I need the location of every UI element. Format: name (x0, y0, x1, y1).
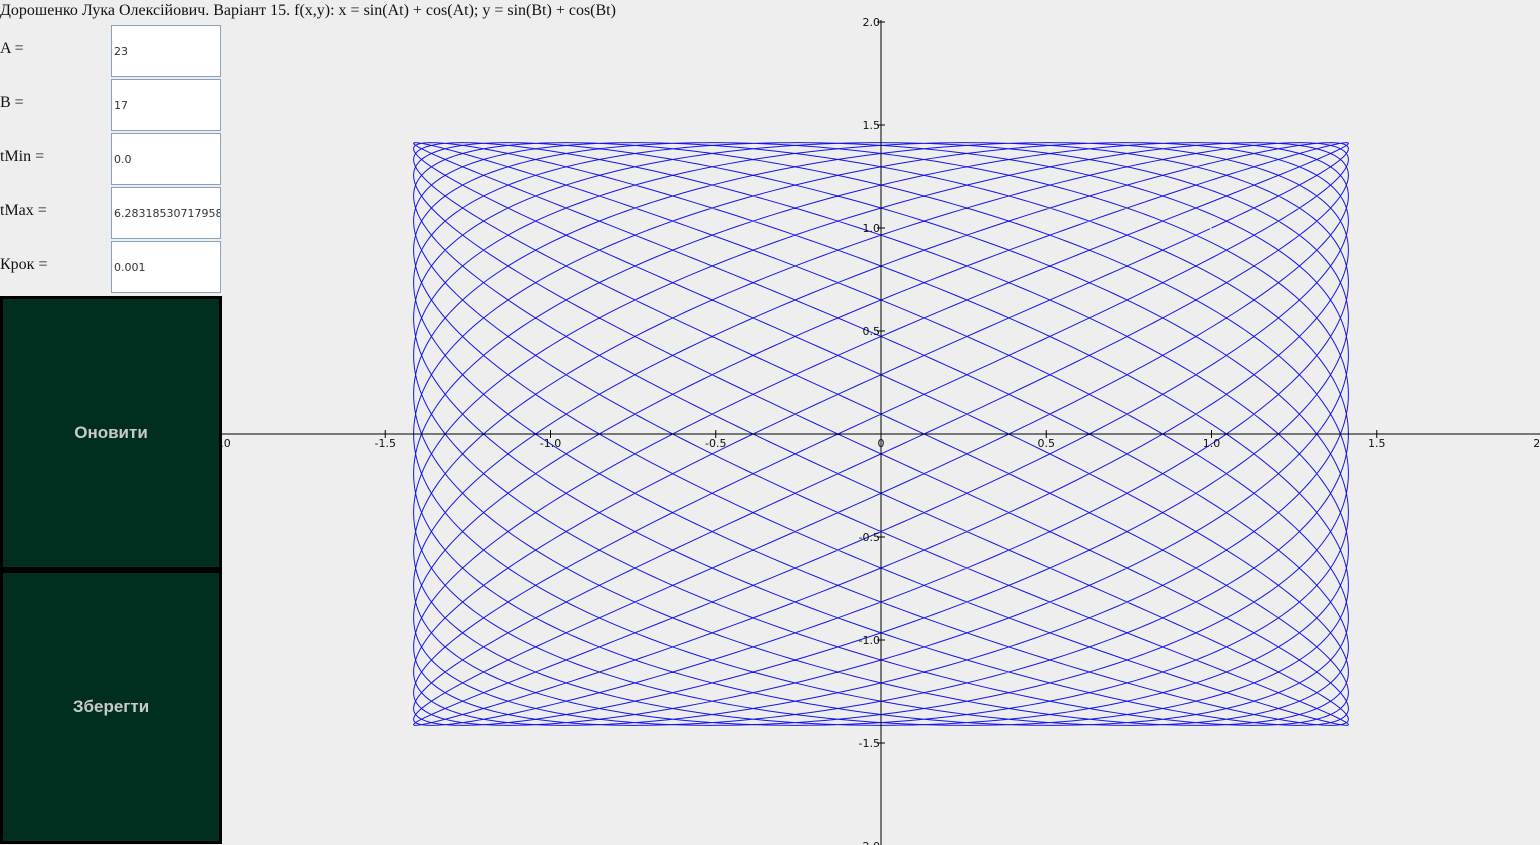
x-tick-label: -0.5 (705, 437, 726, 450)
parametric-curve (413, 142, 1349, 726)
param-label-tmax: tMax = (0, 202, 47, 219)
x-tick-label: 0 (878, 437, 885, 450)
x-tick-label: -2.0 (222, 437, 231, 450)
a-input[interactable] (111, 25, 221, 77)
y-tick-label: -0.5 (859, 531, 880, 544)
x-tick-label: -1.5 (375, 437, 396, 450)
b-input[interactable] (111, 79, 221, 131)
x-tick-label: 0.5 (1038, 437, 1056, 450)
param-label-tmin: tMin = (0, 148, 45, 165)
param-row-step: Крок = (0, 239, 222, 293)
refresh-button[interactable]: Оновити (0, 296, 222, 570)
param-row-tmin: tMin = (0, 131, 222, 185)
tmin-input[interactable] (111, 133, 221, 185)
x-tick-label: 1.0 (1203, 437, 1221, 450)
y-tick-label: 0.5 (863, 325, 881, 338)
y-tick-label: -2.0 (859, 840, 880, 845)
tmax-input[interactable] (111, 187, 221, 239)
y-tick-label: 1.0 (863, 222, 881, 235)
step-input[interactable] (111, 241, 221, 293)
param-row-a: A = (0, 23, 222, 77)
window-title: Дорошенко Лука Олексійович. Варіант 15. … (0, 2, 616, 19)
y-tick-label: 2.0 (863, 16, 881, 29)
y-tick-label: 1.5 (863, 119, 881, 132)
param-row-b: B = (0, 77, 222, 131)
x-tick-label: -1.0 (540, 437, 561, 450)
plot-area: -2.0 -1.5 -1.0 -0.5 0 0.5 1.0 1.5 2.0 2.0 1.5 1.0 0.… (222, 16, 1540, 845)
param-label-b: B = (0, 94, 24, 111)
y-tick-label: -1.0 (859, 634, 880, 647)
x-tick-label: 2.0 (1533, 437, 1540, 450)
param-row-tmax: tMax = (0, 185, 222, 239)
save-button[interactable]: Зберегти (0, 570, 222, 844)
param-label-a: A = (0, 40, 24, 57)
x-tick-label: 1.5 (1368, 437, 1386, 450)
param-label-step: Крок = (0, 256, 48, 273)
y-tick-label: -1.5 (859, 737, 880, 750)
